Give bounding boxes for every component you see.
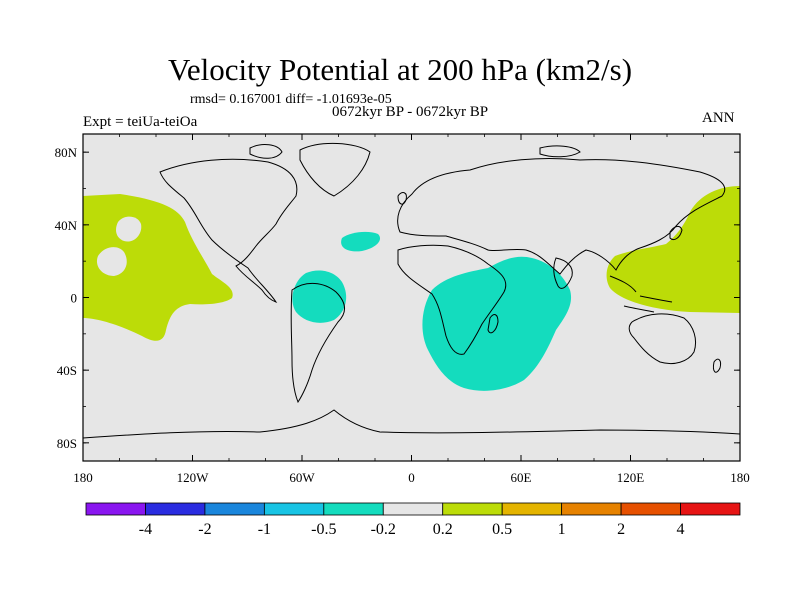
y-tick-label: 40N bbox=[55, 218, 78, 233]
colorbar-swatch bbox=[204, 502, 265, 516]
colorbar-label: 2 bbox=[617, 521, 625, 538]
colorbar-label: -4 bbox=[139, 521, 152, 538]
experiment-label: Expt = teiUa-teiOa bbox=[83, 114, 198, 130]
south-america-negative-region bbox=[292, 270, 347, 323]
x-tick-label: 60W bbox=[289, 470, 315, 485]
x-tick-label: 0 bbox=[408, 470, 415, 485]
colorbar-label: 0.5 bbox=[492, 521, 512, 538]
colorbar-swatch bbox=[323, 502, 384, 516]
x-tick-label: 120W bbox=[177, 470, 210, 485]
pacific-hole-south bbox=[96, 247, 127, 276]
colorbar-label: -0.2 bbox=[371, 521, 396, 538]
colorbar-label: -0.5 bbox=[311, 521, 336, 538]
colorbar-label: 0.2 bbox=[433, 521, 453, 538]
y-tick-label: 80S bbox=[57, 436, 77, 451]
y-tick-label: 80N bbox=[55, 145, 78, 160]
y-axis: 80N 40N 0 40S 80S bbox=[55, 145, 740, 451]
colorbar-swatch bbox=[501, 502, 563, 516]
colorbar-label: -1 bbox=[258, 521, 271, 538]
colorbar-label: 1 bbox=[558, 521, 566, 538]
colorbar-label: -2 bbox=[198, 521, 211, 538]
y-tick-label: 40S bbox=[57, 363, 77, 378]
stats-label: rmsd= 0.167001 diff= -1.01693e-05 bbox=[190, 92, 392, 107]
colorbar-swatch bbox=[561, 502, 622, 516]
y-tick-label: 0 bbox=[71, 291, 78, 306]
x-axis: 180 120W 60W 0 60E 120E 180 bbox=[73, 134, 750, 485]
colorbar-swatch bbox=[382, 502, 444, 516]
pacific-hole-north bbox=[116, 216, 142, 242]
western-pacific-positive-region bbox=[606, 186, 740, 313]
page-title: Velocity Potential at 200 hPa (km2/s) bbox=[167, 52, 633, 87]
colorbar-label: 4 bbox=[677, 521, 685, 538]
colorbar-swatch bbox=[263, 502, 325, 516]
colorbar-swatch bbox=[145, 502, 206, 516]
x-tick-label: 120E bbox=[617, 470, 645, 485]
x-tick-label: 180 bbox=[73, 470, 93, 485]
coastlines bbox=[83, 142, 740, 439]
x-tick-label: 180 bbox=[730, 470, 750, 485]
north-atlantic-negative-region bbox=[341, 231, 381, 252]
colorbar-swatch bbox=[680, 502, 741, 516]
africa-indian-ocean-negative-region bbox=[422, 256, 572, 391]
contour-fields bbox=[83, 142, 740, 439]
colorbar-swatch bbox=[620, 502, 681, 516]
colorbar-swatch bbox=[85, 502, 146, 516]
colorbar: -4 -2 -1 -0.5 -0.2 0.2 0.5 1 2 4 bbox=[85, 502, 741, 538]
subtitle: 0672kyr BP - 0672kyr BP bbox=[331, 104, 489, 120]
season-label: ANN bbox=[702, 110, 735, 126]
colorbar-swatch bbox=[442, 502, 503, 516]
x-tick-label: 60E bbox=[511, 470, 532, 485]
